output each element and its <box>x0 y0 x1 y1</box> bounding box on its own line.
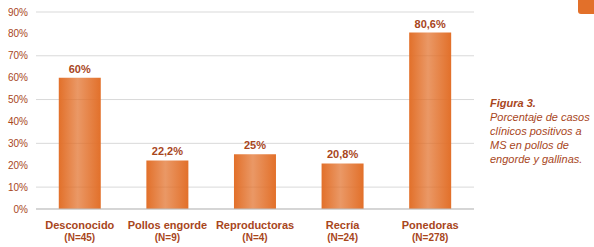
svg-text:60%: 60% <box>8 72 28 83</box>
svg-text:22,2%: 22,2% <box>152 145 183 157</box>
svg-text:20,8%: 20,8% <box>327 148 358 160</box>
svg-text:60%: 60% <box>69 63 91 75</box>
svg-text:90%: 90% <box>8 7 28 18</box>
svg-text:80%: 80% <box>8 28 28 39</box>
html-text:Figura 3.: Figura 3. <box>490 97 536 109</box>
svg-text:40%: 40% <box>8 116 28 127</box>
svg-text:20%: 20% <box>8 160 28 171</box>
svg-text:Pollos engorde(N=9): Pollos engorde(N=9) <box>128 219 207 243</box>
svg-text:80,6%: 80,6% <box>415 18 446 30</box>
svg-text:Desconocido(N=45): Desconocido(N=45) <box>45 219 114 243</box>
svg-text:30%: 30% <box>8 138 28 149</box>
svg-text:Reproductoras(N=4): Reproductoras(N=4) <box>216 219 294 243</box>
svg-text:25%: 25% <box>244 139 266 151</box>
svg-text:10%: 10% <box>8 182 28 193</box>
html-text:Porcentaje de casos clínicos p: Porcentaje de casos clínicos positivos a… <box>490 111 590 165</box>
svg-text:50%: 50% <box>8 94 28 105</box>
svg-text:0%: 0% <box>14 204 29 215</box>
svg-text:Ponedoras(N=278): Ponedoras(N=278) <box>402 219 459 243</box>
svg-text:Recría(N=24): Recría(N=24) <box>326 219 361 243</box>
svg-text:70%: 70% <box>8 50 28 61</box>
